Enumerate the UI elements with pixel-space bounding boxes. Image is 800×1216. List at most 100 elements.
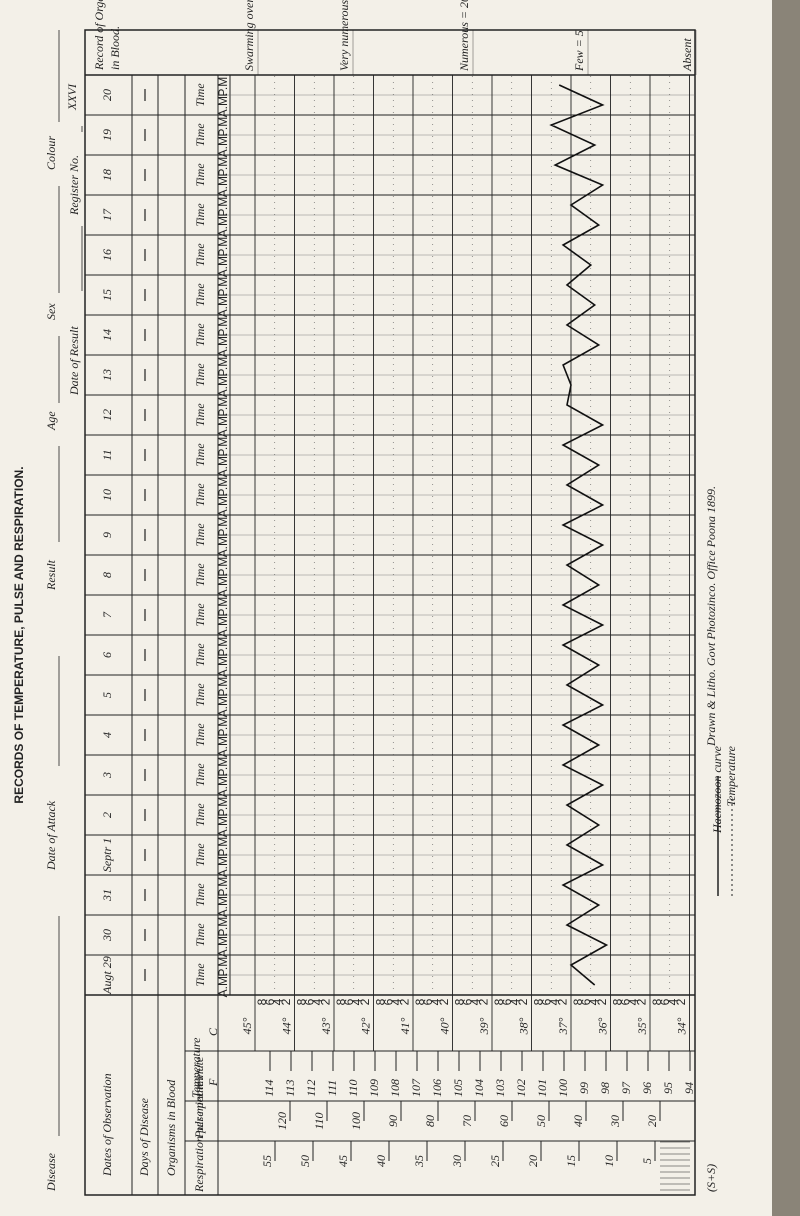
pm-label: P.M. bbox=[216, 513, 230, 536]
header-field: Date of Result bbox=[67, 326, 81, 396]
date: 12 bbox=[100, 409, 114, 421]
tenth-label: 6 bbox=[302, 998, 316, 1005]
f-label: 97 bbox=[619, 1081, 633, 1094]
tenth-label: 2 bbox=[595, 998, 609, 1005]
tenth-label: 2 bbox=[437, 998, 451, 1005]
celsius-label: 38° bbox=[516, 1017, 530, 1035]
date: 7 bbox=[100, 611, 114, 618]
pm-label: P.M. bbox=[216, 553, 230, 576]
date: 15 bbox=[100, 289, 114, 301]
time-label: Time bbox=[193, 243, 207, 267]
f-label: 106 bbox=[430, 1079, 444, 1097]
tenth-label: 4 bbox=[666, 998, 680, 1005]
organism-level: Few = 5 bbox=[572, 30, 586, 72]
organism-level: Absent bbox=[680, 38, 694, 72]
time-label: Time bbox=[193, 363, 207, 387]
header-field: Disease bbox=[44, 1152, 58, 1192]
pulse-label: 30 bbox=[608, 1115, 622, 1128]
time-label: Time bbox=[193, 163, 207, 187]
binding bbox=[772, 0, 800, 1216]
resp-label: 25 bbox=[488, 1155, 502, 1167]
tenth-label: 8 bbox=[413, 998, 427, 1005]
celsius-label: 39° bbox=[477, 1017, 491, 1035]
am-label: A.M. bbox=[216, 93, 230, 118]
time-label: Time bbox=[193, 323, 207, 347]
time-label: Time bbox=[193, 483, 207, 507]
am-label: A.M. bbox=[216, 333, 230, 358]
tenth-label: 2 bbox=[634, 998, 648, 1005]
pm-label: P.M. bbox=[216, 353, 230, 376]
legend-label: Temperature bbox=[724, 745, 738, 806]
header-field: Sex bbox=[44, 303, 58, 320]
f-label: 111 bbox=[325, 1080, 339, 1096]
time-label: Time bbox=[193, 643, 207, 667]
pm-label: P.M. bbox=[216, 673, 230, 696]
pm-label: P.M. bbox=[216, 473, 230, 496]
date: 9 bbox=[100, 532, 114, 538]
celsius-label: 41° bbox=[398, 1017, 412, 1034]
pm-label: P.M. bbox=[216, 233, 230, 256]
date: 3 bbox=[100, 772, 114, 779]
date: 19 bbox=[100, 129, 114, 141]
date: 11 bbox=[100, 449, 114, 460]
tenth-label: 8 bbox=[532, 998, 546, 1005]
pulse-label: 70 bbox=[460, 1115, 474, 1127]
organism-title: Record of Organisms bbox=[92, 0, 106, 71]
tenth-label: 4 bbox=[429, 998, 443, 1005]
am-label: A.M. bbox=[216, 253, 230, 278]
time-label: Time bbox=[193, 443, 207, 467]
celsius-label: 45° bbox=[240, 1017, 254, 1034]
pm-label: P.M. bbox=[216, 953, 230, 976]
time-label: Time bbox=[193, 83, 207, 107]
am-label: A.M. bbox=[216, 933, 230, 958]
am-label: A.M. bbox=[216, 133, 230, 158]
date: 10 bbox=[100, 489, 114, 501]
resp-label: 30 bbox=[450, 1155, 464, 1168]
resp-label: 35 bbox=[412, 1155, 426, 1168]
am-label: A.M. bbox=[216, 493, 230, 518]
date: 6 bbox=[100, 652, 114, 658]
tenth-label: 6 bbox=[579, 998, 593, 1005]
am-label: A.M. bbox=[216, 293, 230, 318]
time-label: Time bbox=[193, 683, 207, 707]
tenth-label: 6 bbox=[658, 998, 672, 1005]
date: 30 bbox=[100, 929, 114, 942]
pulse-label: 60 bbox=[497, 1115, 511, 1127]
tenth-label: 8 bbox=[334, 998, 348, 1005]
tenth-label: 6 bbox=[263, 998, 277, 1005]
date: Septr 1 bbox=[100, 838, 114, 872]
f-label: 101 bbox=[535, 1079, 549, 1097]
tenth-label: 8 bbox=[295, 998, 309, 1005]
form: RECORDS OF TEMPERATURE, PULSE AND RESPIR… bbox=[12, 0, 738, 1196]
organism-level: Swarming over 50 in a field of microscop… bbox=[242, 0, 256, 71]
pm-label: P.M. bbox=[216, 793, 230, 816]
time-label: Time bbox=[193, 803, 207, 827]
scale-heading: Temperature bbox=[189, 1037, 203, 1098]
pulse-label: 40 bbox=[571, 1115, 585, 1127]
time-label: Time bbox=[193, 963, 207, 987]
tenth-label: 4 bbox=[587, 998, 601, 1005]
pulse-label: 50 bbox=[534, 1115, 548, 1127]
tenth-label: 8 bbox=[453, 998, 467, 1005]
time-label: Time bbox=[193, 883, 207, 907]
pm-label: P.M. bbox=[216, 833, 230, 856]
time-label: Time bbox=[193, 923, 207, 947]
am-label: A.M. bbox=[216, 573, 230, 598]
resp-label: 55 bbox=[260, 1155, 274, 1167]
resp-label: 50 bbox=[298, 1155, 312, 1167]
tenth-label: 6 bbox=[500, 998, 514, 1005]
pm-label: P.M. bbox=[216, 393, 230, 416]
organism-level: Very numerous = 50 bbox=[337, 0, 351, 71]
pulse-label: 80 bbox=[423, 1115, 437, 1127]
pm-label: P.M. bbox=[216, 273, 230, 296]
footer-printer: Drawn & Litho. Govt Photozinco. Office P… bbox=[704, 486, 718, 747]
scale-heading: F bbox=[206, 1078, 220, 1087]
am-label: A.M. bbox=[216, 533, 230, 558]
tenth-label: 2 bbox=[555, 998, 569, 1005]
time-label: Time bbox=[193, 283, 207, 307]
pulse-label: 90 bbox=[386, 1115, 400, 1127]
f-label: 94 bbox=[682, 1082, 696, 1094]
pm-label: P.M. bbox=[216, 433, 230, 456]
tenth-label: 6 bbox=[381, 998, 395, 1005]
tenth-label: 6 bbox=[618, 998, 632, 1005]
